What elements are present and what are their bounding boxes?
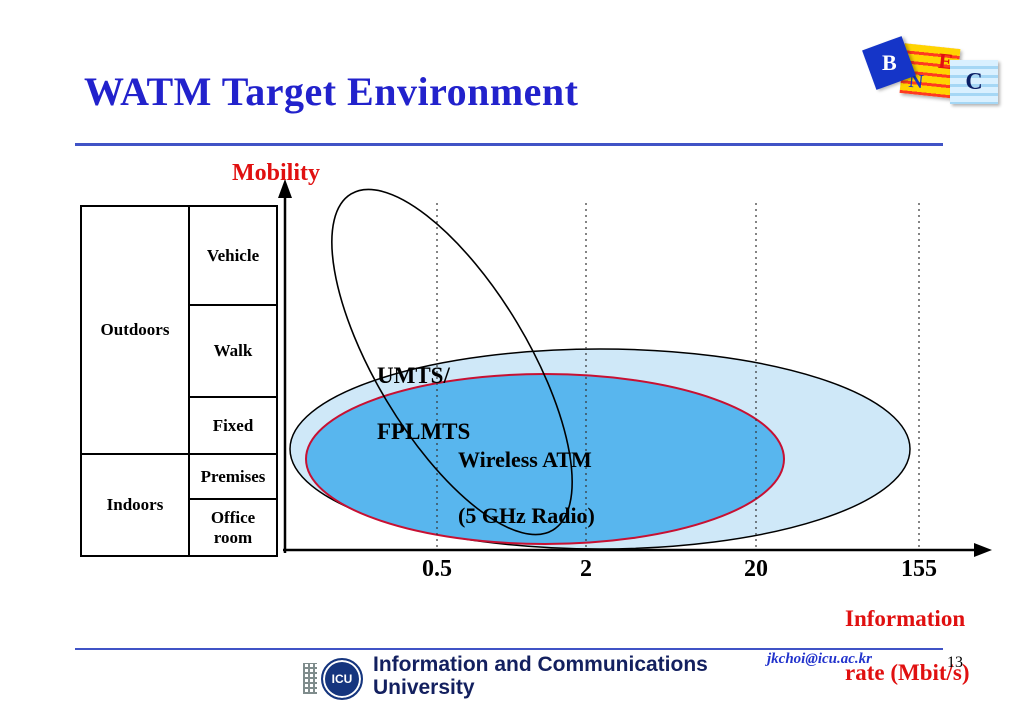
x-tick-20: 20 (744, 556, 768, 582)
table-cell-premises: Premises (188, 453, 278, 500)
logo-letter-b: B (881, 50, 897, 75)
umts-label-line2: FPLMTS (377, 419, 471, 444)
logo-letter-c: C (965, 68, 983, 95)
table-cell-outdoors: Outdoors (80, 205, 190, 455)
umts-label: UMTS/ FPLMTS (377, 334, 470, 474)
icu-logo-text: ICU (331, 672, 353, 686)
table-cell-walk: Walk (188, 304, 278, 398)
wireless-atm-label: Wireless ATM (5 GHz Radio) (458, 418, 595, 558)
university-name: Information and Communications Universit… (373, 653, 708, 699)
y-axis-arrow-icon (278, 179, 292, 198)
x-tick-0-5: 0.5 (422, 556, 452, 582)
table-cell-vehicle: Vehicle (188, 205, 278, 306)
x-axis-arrow-icon (974, 543, 992, 557)
umts-label-line1: UMTS/ (377, 363, 450, 388)
table-cell-office-room: Office room (188, 498, 278, 557)
x-tick-155: 155 (901, 556, 937, 582)
y-axis-label: Mobility (232, 160, 320, 186)
table-cell-fixed: Fixed (188, 396, 278, 455)
watm-inner-ellipse (305, 373, 785, 545)
umts-ellipse (331, 188, 573, 536)
author-email: jkchoi@icu.ac.kr (767, 651, 872, 667)
x-tick-2: 2 (580, 556, 592, 582)
title-divider (75, 143, 943, 146)
korean-text-mark (303, 663, 317, 694)
icu-logo: ICU (321, 658, 363, 700)
logo-cyan-square: C (950, 60, 998, 104)
wireless-atm-label-line2: (5 GHz Radio) (458, 503, 595, 528)
environment-table: Outdoors Vehicle Walk Fixed Indoors Prem… (80, 205, 278, 557)
university-name-line1: Information and Communications (373, 653, 708, 676)
x-axis-label-line2: rate (Mbit/s) (845, 660, 970, 685)
page-title: WATM Target Environment (84, 69, 579, 114)
x-axis-label-line1: Information (845, 606, 966, 631)
university-name-line2: University (373, 676, 475, 699)
wireless-atm-label-line1: Wireless ATM (458, 447, 592, 472)
footer-divider (75, 648, 943, 650)
page-number: 13 (947, 654, 963, 671)
x-axis-label: Information rate (Mbit/s) (845, 578, 970, 708)
bnc-logo: B E N C (862, 36, 1007, 118)
table-cell-indoors: Indoors (80, 453, 190, 557)
